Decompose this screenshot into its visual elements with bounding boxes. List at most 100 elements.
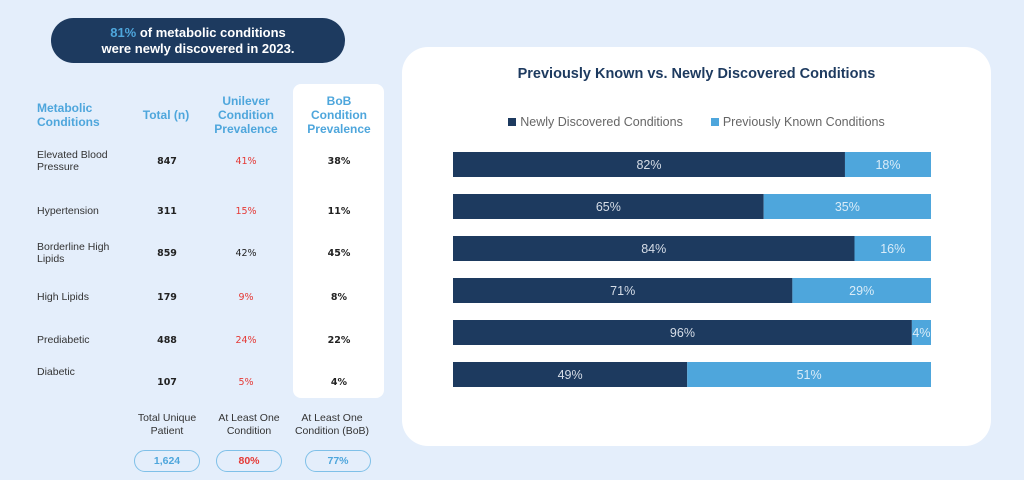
bar-row: 65% 35% — [453, 194, 931, 219]
condition-name-line: Lipids — [37, 253, 65, 265]
summary-value-pill: 1,624 — [134, 450, 200, 472]
bar-data-label: 84% — [641, 242, 666, 256]
total-count: 311 — [157, 206, 177, 217]
bar-previously-known — [911, 320, 931, 345]
header-metabolic-conditions: Metabolic Conditions — [37, 101, 100, 129]
condition-name: Elevated Blood Pressure — [37, 149, 127, 173]
bar-newly-discovered — [453, 152, 845, 177]
header-total: Total (n) — [136, 108, 196, 122]
summary-label-line: At Least One — [301, 412, 363, 424]
banner-highlight: 81% — [110, 24, 137, 40]
summary-label-line: Patient — [150, 425, 184, 437]
bar-newly-discovered — [453, 194, 764, 219]
bar-row: 82% 18% — [453, 152, 931, 177]
bob-prevalence: 4% — [330, 377, 348, 388]
bar-row: 49% 51% — [453, 362, 931, 387]
bar-previously-known — [844, 152, 931, 177]
unilever-prevalence: 42% — [235, 248, 257, 259]
bob-prevalence: 22% — [327, 335, 351, 346]
bob-prevalence: 45% — [327, 248, 351, 259]
banner-line-1: 81% of metabolic conditions — [51, 25, 345, 41]
bar-row: 71% 29% — [453, 278, 931, 303]
summary-value-pill: 77% — [305, 450, 371, 472]
total-count: 859 — [157, 248, 177, 259]
chart-title: Previously Known vs. Newly Discovered Co… — [517, 66, 876, 82]
bar-data-label: 49% — [558, 368, 583, 382]
bar-data-label: 51% — [797, 368, 822, 382]
bar-data-label: 82% — [636, 158, 661, 172]
header-line: Conditions — [37, 115, 100, 129]
condition-name-line: Pressure — [37, 161, 80, 173]
bar-data-label: 71% — [610, 284, 635, 298]
condition-name-line: Prediabetic — [37, 334, 90, 346]
bar-previously-known — [792, 278, 931, 303]
headline-banner: 81% of metabolic conditions were newly d… — [51, 18, 345, 63]
condition-name-line: Borderline High — [37, 241, 110, 253]
summary-label: At Least One Condition (BoB) — [287, 412, 377, 438]
bob-prevalence: 11% — [327, 206, 351, 217]
bar-previously-known — [854, 236, 931, 261]
condition-name-line: Hypertension — [37, 205, 99, 217]
condition-name: Prediabetic — [37, 334, 127, 346]
banner-line-2: were newly discovered in 2023. — [101, 40, 295, 56]
bar-row: 84% 16% — [453, 236, 931, 261]
chart-card: Previously Known vs. Newly Discovered Co… — [402, 47, 991, 446]
bob-column-panel — [293, 84, 384, 398]
condition-name: Borderline High Lipids — [37, 241, 127, 265]
total-count: 107 — [157, 377, 177, 388]
legend-label: Newly Discovered Conditions — [520, 115, 683, 129]
unilever-prevalence: 9% — [238, 292, 254, 303]
header-line: Condition — [311, 108, 367, 122]
unilever-prevalence: 15% — [235, 206, 257, 217]
bar-row: 96% 4% — [453, 320, 931, 345]
chart-legend: Newly Discovered Conditions Previously K… — [402, 115, 991, 129]
bar-data-label: 65% — [596, 200, 621, 214]
legend-item-previously-known: Previously Known Conditions — [710, 115, 885, 129]
bar-data-label: 96% — [670, 326, 695, 340]
stacked-bar-chart: 82% 18% 65% 35% 84% 16% 71% 29% 96% 4% 49% 51% — [453, 152, 931, 387]
unilever-prevalence: 5% — [238, 377, 254, 388]
header-line: Prevalence — [307, 122, 371, 136]
condition-name: Hypertension — [37, 205, 127, 217]
bar-newly-discovered — [453, 236, 855, 261]
banner-line-1-text: of metabolic conditions — [136, 24, 286, 40]
summary-value-pill: 80% — [216, 450, 282, 472]
total-count: 488 — [157, 335, 177, 346]
condition-name: Diabetic — [37, 366, 127, 378]
legend-swatch — [508, 118, 517, 126]
bar-data-label: 18% — [875, 158, 900, 172]
legend-item-newly-discovered: Newly Discovered Conditions — [508, 115, 683, 129]
legend-swatch — [710, 118, 719, 126]
bar-data-label: 35% — [835, 200, 860, 214]
header-line: Total (n) — [142, 108, 190, 122]
summary-label-line: Condition — [226, 425, 272, 437]
summary-label-line: Total Unique — [137, 412, 197, 424]
total-count: 179 — [157, 292, 177, 303]
bar-data-label: 29% — [849, 284, 874, 298]
header-unilever-prevalence: Unilever Condition Prevalence — [206, 94, 286, 136]
header-line: BoB — [326, 94, 352, 108]
summary-label: At Least One Condition — [204, 412, 294, 438]
summary-label-line: At Least One — [218, 412, 280, 424]
bar-data-label: 16% — [880, 242, 905, 256]
unilever-prevalence: 24% — [235, 335, 257, 346]
bar-data-label: 4% — [912, 326, 930, 340]
header-line: Unilever — [222, 94, 270, 108]
header-line: Metabolic — [37, 101, 93, 115]
bar-previously-known — [687, 362, 931, 387]
condition-name: High Lipids — [37, 291, 127, 303]
header-line: Prevalence — [214, 122, 278, 136]
bar-newly-discovered — [453, 362, 688, 387]
bar-previously-known — [763, 194, 931, 219]
unilever-prevalence: 41% — [235, 156, 257, 167]
summary-label: Total Unique Patient — [122, 412, 212, 438]
summary-label-line: Condition (BoB) — [294, 425, 370, 437]
bar-newly-discovered — [453, 278, 793, 303]
header-bob-prevalence: BoB Condition Prevalence — [298, 94, 380, 136]
legend-label: Previously Known Conditions — [722, 115, 885, 129]
total-count: 847 — [157, 156, 177, 167]
bob-prevalence: 8% — [330, 292, 348, 303]
header-line: Condition — [218, 108, 274, 122]
condition-name-line: Diabetic — [37, 366, 75, 378]
condition-name-line: High Lipids — [37, 291, 89, 303]
